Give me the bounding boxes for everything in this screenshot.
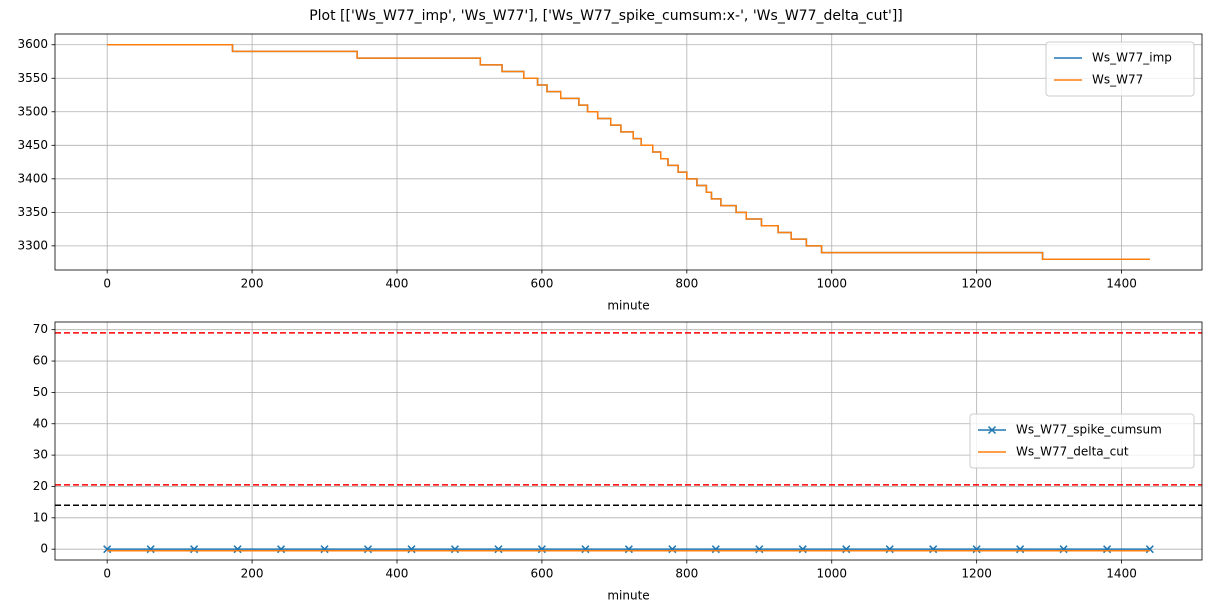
marker	[1103, 545, 1112, 554]
x-tick-label: 600	[530, 567, 553, 581]
legend-box	[1045, 41, 1195, 97]
marker	[1145, 545, 1154, 554]
marker	[624, 545, 633, 554]
marker	[711, 545, 720, 554]
axes-frame	[54, 33, 1203, 271]
marker	[581, 545, 590, 554]
y-tick-label: 3300	[17, 238, 48, 252]
x-tick-label: 800	[675, 277, 698, 291]
x-tick-label: 200	[241, 277, 264, 291]
legend-label: Ws_W77_spike_cumsum	[1016, 423, 1162, 437]
x-tick-label: 0	[103, 277, 111, 291]
x-tick-label: 1200	[961, 567, 992, 581]
y-tick-label: 70	[33, 322, 48, 336]
x-tick-label: 600	[530, 277, 553, 291]
marker	[407, 545, 416, 554]
marker	[1016, 545, 1025, 554]
series-line	[107, 43, 1150, 261]
marker	[929, 545, 938, 554]
y-tick-label: 20	[33, 479, 48, 493]
legend-label: Ws_W77	[1092, 73, 1143, 87]
marker	[320, 545, 329, 554]
x-axis-label: minute	[607, 589, 649, 603]
marker	[972, 545, 981, 554]
y-tick-label: 3400	[17, 171, 48, 185]
x-tick-label: 1000	[816, 277, 847, 291]
marker	[537, 545, 546, 554]
x-tick-label: 0	[103, 567, 111, 581]
marker	[450, 545, 459, 554]
legend-label: Ws_W77_imp	[1092, 51, 1172, 65]
y-tick-label: 3550	[17, 71, 48, 85]
y-tick-label: 0	[40, 542, 48, 556]
x-tick-label: 1400	[1106, 277, 1137, 291]
figure-title: Plot [['Ws_W77_imp', 'Ws_W77'], ['Ws_W77…	[309, 8, 903, 24]
marker	[755, 545, 764, 554]
marker	[146, 545, 155, 554]
x-tick-label: 1200	[961, 277, 992, 291]
x-axis-label: minute	[607, 299, 649, 313]
marker	[363, 545, 373, 554]
marker	[190, 545, 199, 554]
marker	[885, 545, 894, 554]
marker	[233, 545, 242, 554]
marker	[668, 545, 677, 554]
plot-area	[55, 332, 1202, 554]
x-tick-label: 200	[241, 567, 264, 581]
axes-frame	[54, 321, 1203, 561]
legend-label: Ws_W77_delta_cut	[1016, 445, 1129, 459]
y-tick-label: 10	[33, 510, 48, 524]
y-tick-label: 60	[33, 354, 48, 368]
x-tick-label: 1000	[816, 567, 847, 581]
y-tick-label: 3600	[17, 37, 48, 51]
plot-area	[107, 43, 1150, 261]
y-tick-label: 30	[33, 448, 48, 462]
y-tick-label: 40	[33, 416, 48, 430]
x-tick-label: 800	[675, 567, 698, 581]
legend-marker	[987, 425, 997, 435]
marker	[1059, 545, 1068, 554]
y-tick-label: 3350	[17, 205, 48, 219]
y-tick-label: 3500	[17, 104, 48, 118]
y-tick-label: 3450	[17, 138, 48, 152]
marker	[494, 545, 503, 554]
marker	[798, 545, 807, 554]
y-tick-label: 50	[33, 385, 48, 399]
marker	[277, 545, 286, 554]
marker	[103, 545, 112, 554]
x-tick-label: 1400	[1106, 567, 1137, 581]
marker	[842, 545, 851, 554]
x-tick-label: 400	[386, 277, 409, 291]
x-tick-label: 400	[386, 567, 409, 581]
legend-box	[969, 413, 1195, 469]
